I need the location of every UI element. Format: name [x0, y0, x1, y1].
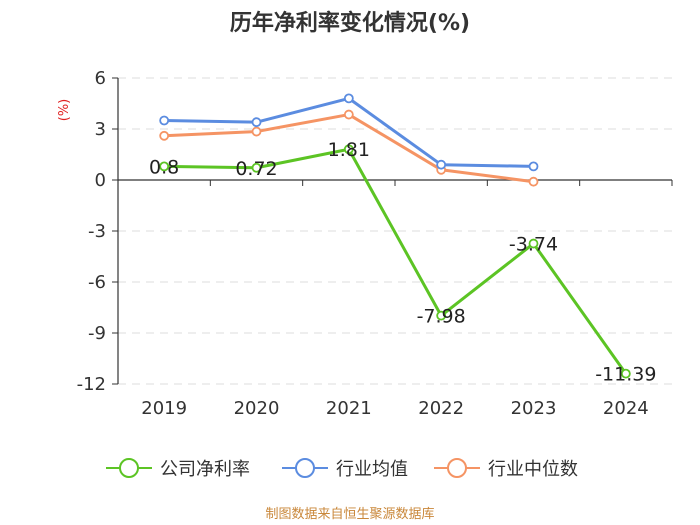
- legend-swatch-marker: [119, 458, 139, 478]
- data-label: 1.81: [328, 139, 370, 161]
- data-point: [343, 93, 354, 104]
- x-tick-label: 2023: [511, 398, 557, 419]
- chart-title: 历年净利率变化情况(%): [230, 10, 470, 36]
- data-point: [343, 144, 354, 155]
- data-point: [159, 130, 170, 141]
- data-point: [528, 176, 539, 187]
- data-point: [159, 161, 170, 172]
- x-tick-label: 2019: [141, 398, 187, 419]
- y-tick-label: 0: [95, 170, 106, 191]
- data-point: [159, 115, 170, 126]
- data-point: [436, 159, 447, 170]
- legend-label: 行业中位数: [488, 459, 578, 480]
- data-point: [251, 126, 262, 137]
- legend-swatch-marker: [447, 458, 467, 478]
- data-point: [343, 109, 354, 120]
- data-label: -3.74: [509, 234, 558, 256]
- data-point: [528, 238, 539, 249]
- axes: 6 3 0 -3 -6 -9 -12 2019 2020 2021 2022 2023 2024: [77, 68, 673, 419]
- x-tick-label: 2021: [326, 398, 372, 419]
- data-point: [436, 310, 447, 321]
- data-label: -7.98: [417, 306, 466, 328]
- y-tick-label: 3: [95, 119, 106, 140]
- y-tick-label: -6: [88, 272, 106, 293]
- y-tick-label: 6: [95, 68, 106, 89]
- data-label: -11.39: [595, 364, 656, 386]
- x-tick-label: 2020: [234, 398, 280, 419]
- legend[interactable]: 公司净利率 行业均值 行业中位数: [106, 458, 578, 480]
- y-tick-label: -9: [88, 323, 106, 344]
- x-tick-label: 2024: [603, 398, 649, 419]
- data-labels: 0.8 0.72 1.81 -7.98 -3.74 -11.39: [149, 139, 656, 385]
- series-line: [164, 147, 628, 375]
- data-point: [251, 117, 262, 128]
- legend-swatch-marker: [295, 458, 315, 478]
- y-tick-label: -3: [88, 221, 106, 242]
- data-point: [251, 162, 262, 173]
- data-label: 0.72: [235, 158, 277, 180]
- x-tick-label: 2022: [418, 398, 464, 419]
- series-lines: [159, 93, 631, 379]
- data-label: 0.8: [149, 156, 179, 178]
- source-note: 制图数据来自恒生聚源数据库: [265, 506, 434, 522]
- y-axis-label: (%): [57, 99, 72, 122]
- y-tick-label: -12: [77, 374, 106, 395]
- data-point: [620, 368, 631, 379]
- legend-label: 公司净利率: [160, 459, 250, 480]
- data-point: [528, 161, 539, 172]
- legend-label: 行业均值: [336, 459, 408, 480]
